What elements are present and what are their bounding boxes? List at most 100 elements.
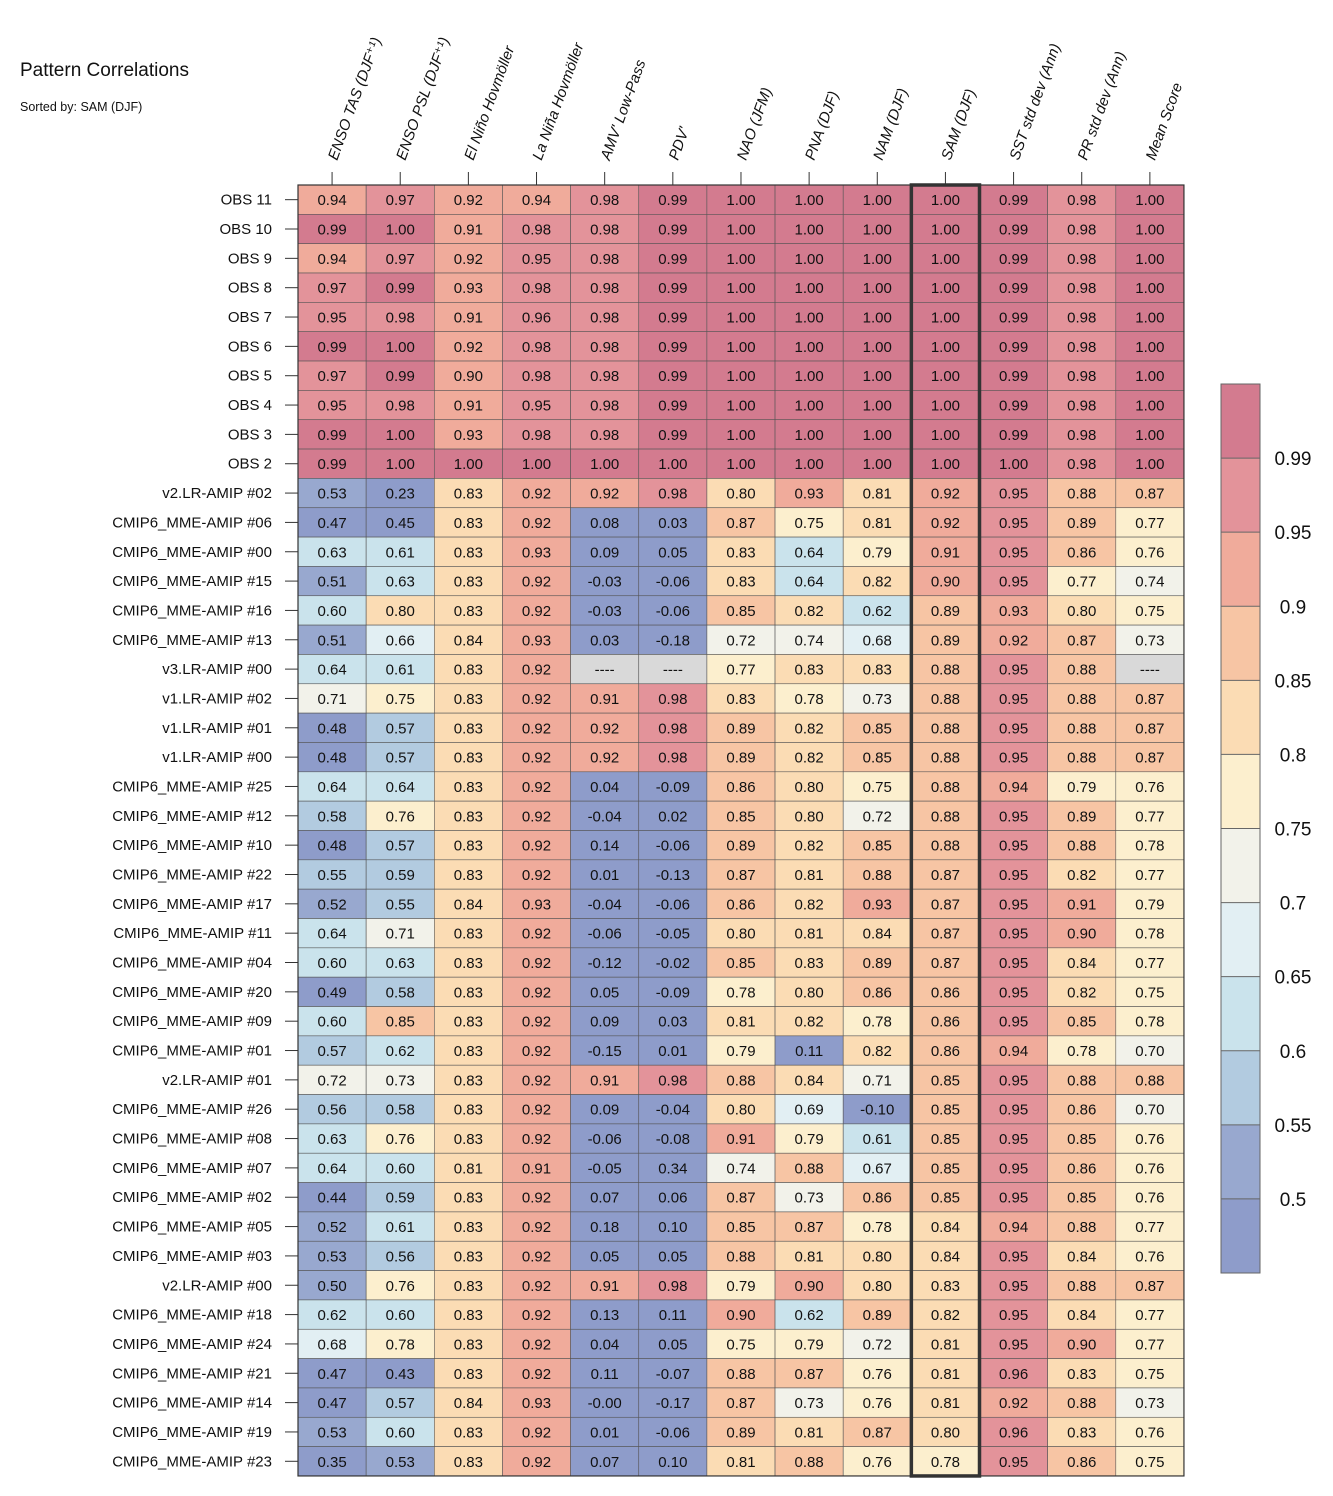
- heatmap-cell: [638, 478, 708, 509]
- cell-value: 0.86: [726, 896, 755, 913]
- cell-value: 0.92: [590, 486, 619, 503]
- heatmap-cell: [570, 214, 640, 244]
- heatmap-cell: [774, 478, 844, 509]
- cell-value: 0.84: [1067, 1248, 1096, 1265]
- heatmap-cell: [1115, 1240, 1185, 1271]
- cell-value: 0.94: [522, 192, 551, 209]
- heatmap-cell: [706, 1211, 776, 1242]
- cell-value: 0.98: [658, 720, 687, 737]
- cell-value: 0.95: [999, 926, 1028, 943]
- cell-value: 0.91: [454, 222, 483, 239]
- cell-value: 0.87: [726, 1190, 755, 1207]
- cell-value: 1.00: [795, 427, 824, 444]
- heatmap-cell: [433, 243, 503, 274]
- cell-value: 0.73: [1135, 632, 1164, 649]
- heatmap-cell: [638, 1094, 708, 1125]
- cell-value: 0.83: [454, 1454, 483, 1471]
- heatmap-cell: [1047, 947, 1117, 978]
- cell-value: 0.95: [999, 1278, 1028, 1295]
- cell-value: 0.66: [386, 632, 415, 649]
- heatmap-cell: [774, 595, 844, 626]
- cell-value: 0.88: [1067, 1072, 1096, 1089]
- cell-value: 0.95: [999, 720, 1028, 737]
- cell-value: 0.98: [1067, 222, 1096, 239]
- heatmap-cell: [774, 918, 844, 949]
- cell-value: 0.82: [795, 1014, 824, 1031]
- cell-value: 1.00: [795, 456, 824, 473]
- cell-value: 0.76: [386, 808, 415, 825]
- heatmap-cell: [297, 624, 367, 655]
- heatmap-cell: [638, 1035, 708, 1066]
- cell-value: 0.91: [454, 310, 483, 327]
- cell-value: 0.95: [999, 955, 1028, 972]
- cell-value: 0.56: [386, 1248, 415, 1265]
- cell-value: 0.76: [1135, 1424, 1164, 1441]
- cell-value: 1.00: [726, 280, 755, 297]
- heatmap-cell: [433, 331, 503, 362]
- cell-value: 0.75: [1135, 984, 1164, 1001]
- heatmap-cell: [842, 1182, 912, 1213]
- column-label: NAO (JFM): [734, 85, 776, 162]
- cell-value: 0.03: [658, 1014, 687, 1031]
- cell-value: 1.00: [1135, 280, 1164, 297]
- cell-value: 0.83: [454, 1307, 483, 1324]
- heatmap-cell: [774, 536, 844, 567]
- cell-value: 0.81: [726, 1454, 755, 1471]
- cell-value: 0.83: [454, 1190, 483, 1207]
- cell-value: 0.98: [522, 339, 551, 356]
- heatmap-cell: [1115, 1006, 1185, 1037]
- cell-value: 1.00: [931, 427, 960, 444]
- cell-value: 0.53: [317, 1248, 346, 1265]
- cell-value: 1.00: [931, 280, 960, 297]
- cell-value: 0.80: [931, 1424, 960, 1441]
- cell-value: 0.92: [590, 720, 619, 737]
- heatmap-cell: [911, 390, 980, 421]
- cell-value: 0.98: [1067, 280, 1096, 297]
- cell-value: 0.71: [863, 1072, 892, 1089]
- cell-value: 0.92: [931, 486, 960, 503]
- colorbar-bin: [1221, 1050, 1260, 1125]
- heatmap-cell: [638, 1387, 708, 1418]
- cell-value: 0.94: [317, 251, 346, 268]
- cell-value: 0.83: [1067, 1366, 1096, 1383]
- cell-value: 0.74: [726, 1160, 755, 1177]
- heatmap-cell: [502, 1094, 571, 1125]
- heatmap-cell: [706, 918, 776, 949]
- heatmap-cell: [911, 1094, 980, 1125]
- heatmap-cell: [570, 1299, 640, 1330]
- heatmap-cell: [774, 1094, 844, 1125]
- heatmap-cell: [1115, 1358, 1185, 1389]
- heatmap-cell: [706, 1006, 776, 1037]
- cell-value: 0.35: [317, 1454, 346, 1471]
- cell-value: 0.62: [863, 603, 892, 620]
- cell-value: 0.99: [658, 192, 687, 209]
- cell-value: 0.87: [931, 896, 960, 913]
- cell-value: 0.99: [317, 339, 346, 356]
- cell-value: 0.60: [386, 1160, 415, 1177]
- cell-value: 1.00: [863, 222, 892, 239]
- cell-value: 0.92: [522, 838, 551, 855]
- heatmap-cell: [911, 976, 980, 1007]
- cell-value: 0.92: [522, 1219, 551, 1236]
- heatmap-cell: [1115, 888, 1185, 919]
- cell-value: 0.99: [386, 368, 415, 385]
- heatmap-cell: [502, 742, 571, 773]
- cell-value: 0.99: [999, 251, 1028, 268]
- cell-value: 0.82: [795, 838, 824, 855]
- cell-value: 0.61: [386, 1219, 415, 1236]
- heatmap-cell: [911, 302, 980, 332]
- cell-value: 0.77: [1135, 867, 1164, 884]
- heatmap-cell: [502, 1064, 571, 1095]
- cell-value: 0.75: [726, 1336, 755, 1353]
- cell-value: 0.75: [1135, 603, 1164, 620]
- heatmap-cell: [502, 830, 571, 861]
- column-label: AMV' Low-Pass: [597, 57, 650, 163]
- cell-value: 0.98: [522, 280, 551, 297]
- cell-value: 0.60: [386, 1424, 415, 1441]
- heatmap-cell: [433, 1182, 503, 1213]
- heatmap-cell: [842, 1416, 912, 1447]
- heatmap-cell: [774, 742, 844, 773]
- cell-value: ----: [595, 662, 615, 679]
- heatmap-cell: [842, 302, 912, 332]
